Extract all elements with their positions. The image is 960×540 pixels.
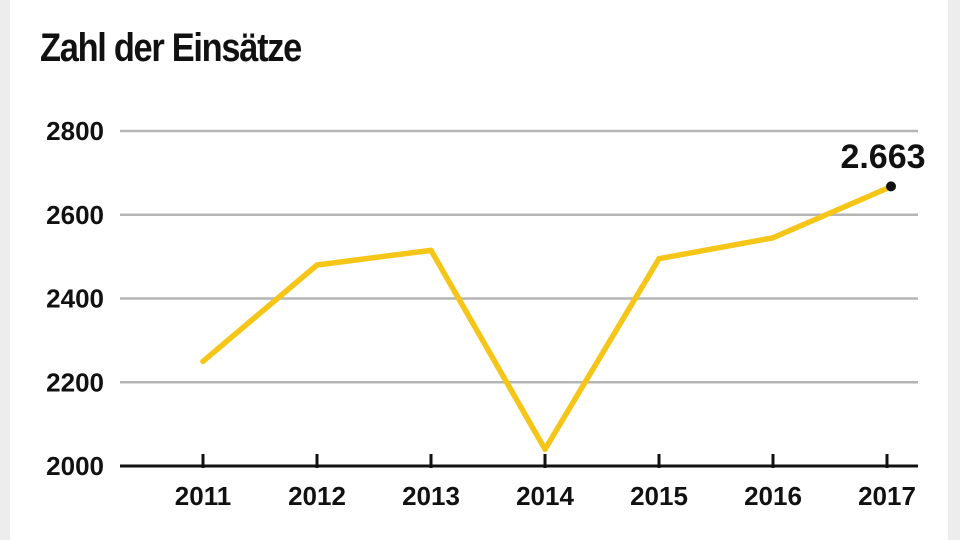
data-point [656, 256, 662, 262]
x-tick-label: 2013 [402, 481, 460, 511]
chart-panel: Zahl der Einsätze [10, 0, 948, 540]
series-layer [200, 185, 890, 452]
gridlines [120, 129, 918, 384]
annotation-label: 2.663 [840, 138, 925, 176]
data-point [542, 446, 548, 452]
y-axis: 2000 2200 2400 2600 2800 [46, 116, 104, 481]
annotation-layer: 2.663 [840, 138, 926, 192]
data-point [770, 235, 776, 241]
y-tick-label: 2800 [46, 116, 104, 146]
x-tick-label: 2017 [858, 481, 916, 511]
chart-title: Zahl der Einsätze [40, 26, 302, 70]
annotation-marker [886, 181, 896, 192]
x-tick-label: 2012 [288, 481, 346, 511]
y-tick-label: 2600 [46, 200, 104, 230]
data-point [314, 262, 320, 268]
x-tick-label: 2011 [175, 481, 231, 511]
data-point [428, 247, 434, 254]
data-point [200, 358, 206, 365]
y-tick-label: 2000 [46, 451, 104, 481]
y-tick-label: 2200 [46, 367, 104, 397]
x-tick-label: 2016 [744, 481, 802, 511]
x-tick-label: 2015 [630, 481, 688, 511]
y-tick-label: 2400 [46, 284, 104, 314]
x-tick-label: 2014 [516, 481, 574, 511]
x-axis: 2011 2012 2013 2014 2015 2016 2017 [120, 454, 918, 511]
series-line [200, 185, 890, 452]
